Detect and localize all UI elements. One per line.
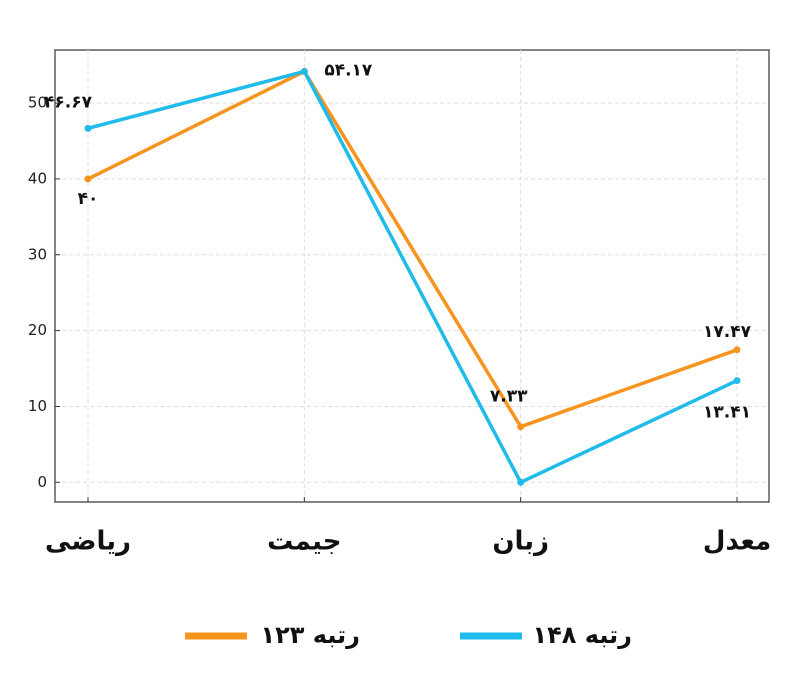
y-tick-label: 0 (37, 473, 47, 491)
x-tick-label: ریاضی (45, 527, 131, 557)
y-tick-label: 40 (28, 169, 47, 187)
value-label: ۱۷.۴۷ (703, 322, 752, 342)
series-line (87, 69, 738, 429)
series-line (87, 69, 738, 485)
legend-label: رتبه ۱۲۳ (261, 621, 361, 649)
x-tick-label: زبان (492, 527, 549, 557)
data-point (517, 423, 525, 431)
plot-frame (54, 49, 770, 503)
data-point (84, 124, 92, 132)
x-tick-label: معدل (703, 527, 771, 557)
x-tick-label: جیمت (267, 527, 341, 557)
legend-label: رتبه ۱۴۸ (533, 621, 633, 649)
y-tick-label: 50 (28, 94, 47, 112)
y-tick-label: 30 (28, 245, 47, 263)
value-label: ۴۶.۶۷ (44, 92, 93, 112)
value-label: ۱۳.۴۱ (703, 403, 751, 423)
y-tick-label: 10 (28, 397, 47, 415)
data-point (300, 67, 308, 75)
y-tick-label: 20 (28, 321, 47, 339)
data-point (84, 175, 92, 183)
value-label: ۷.۳۳ (490, 387, 528, 407)
value-label: ۴۰ (78, 189, 99, 209)
data-point (517, 478, 525, 486)
data-point (733, 346, 741, 354)
value-label: ۵۴.۱۷ (324, 60, 373, 80)
data-point (733, 377, 741, 385)
